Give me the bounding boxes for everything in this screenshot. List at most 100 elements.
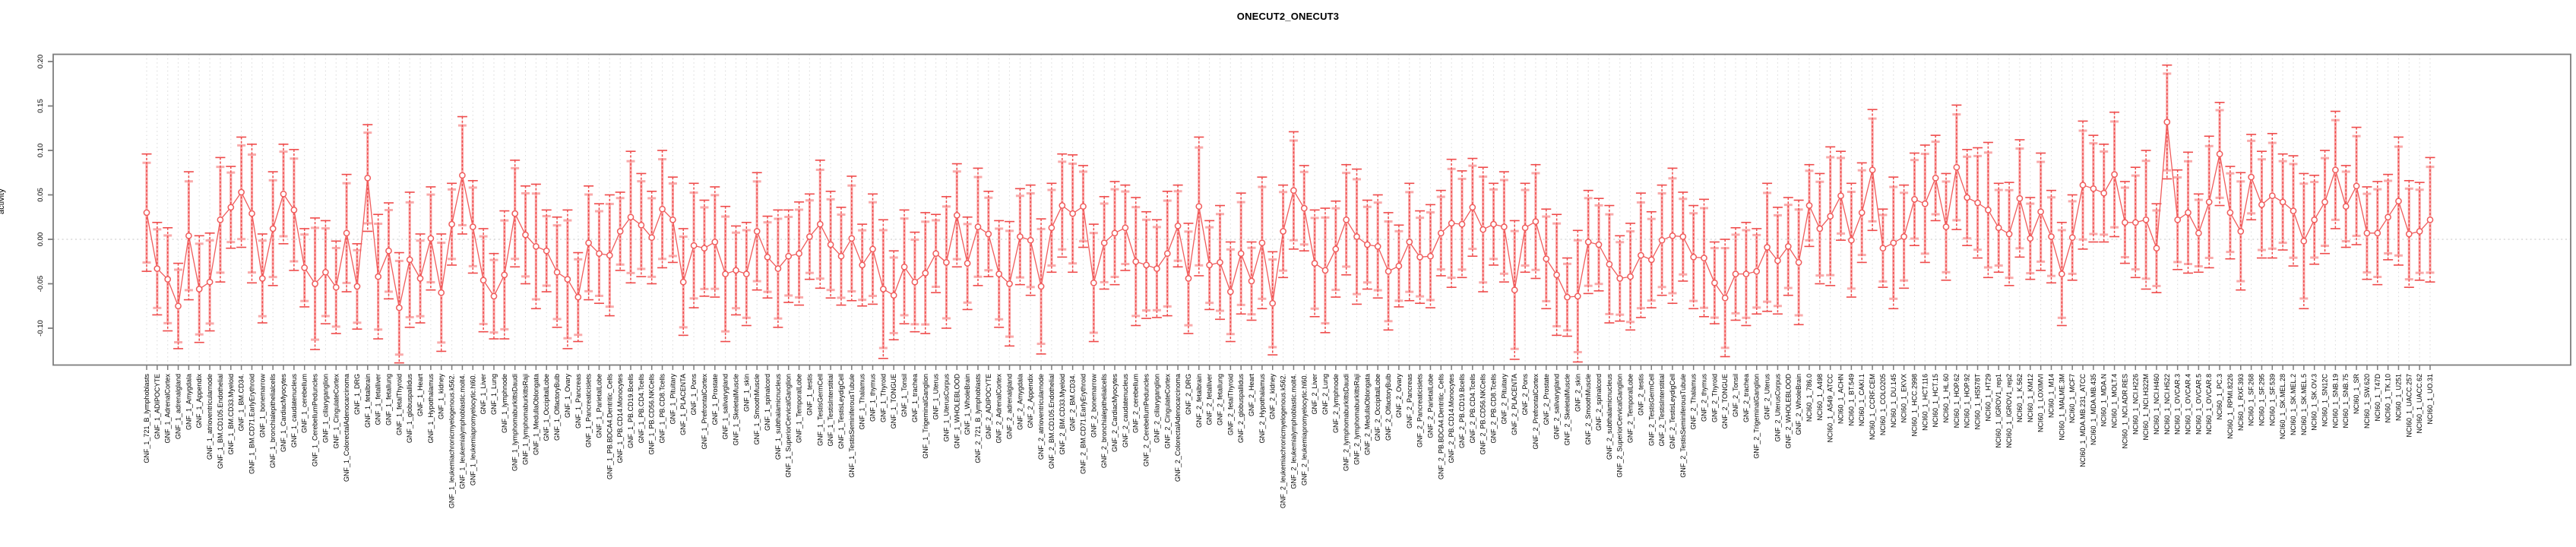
data-point <box>2405 230 2413 238</box>
data-point <box>2332 166 2339 174</box>
data-point <box>1090 279 1097 286</box>
x-category-label: GNF_2_TestisLeydigCell <box>1669 374 1676 449</box>
data-point <box>1805 202 1813 209</box>
x-category-label: GNF_1_fetalThyroid <box>395 374 403 435</box>
data-point <box>1869 166 1876 174</box>
x-category-label: GNF_1_CingulateCortex <box>332 374 340 449</box>
data-point <box>1385 267 1392 275</box>
x-category-label: GNF_1_PLACENTA <box>679 374 687 435</box>
data-point <box>1753 267 1761 275</box>
x-category-label: NCI60_1_SK.OV.3 <box>2311 374 2318 431</box>
x-category-label: GNF_1_lymphnode <box>501 374 508 433</box>
x-category-label: GNF_2_ciliaryganglion <box>1153 374 1160 443</box>
data-point <box>638 221 645 229</box>
x-category-label: NCI60_1_UACC.62 <box>2416 374 2423 434</box>
x-category-label: GNF_1_AdrenalCortex <box>164 374 172 444</box>
data-point <box>1237 250 1245 258</box>
data-point <box>1100 239 1108 247</box>
x-category-label: NCI60_1_HOP.62 <box>1953 374 1960 428</box>
data-point <box>606 251 613 259</box>
x-category-label: GNF_1_BM.CD34. <box>238 374 245 432</box>
x-category-label: GNF_1_atrioventricularnode <box>206 374 214 460</box>
data-point <box>574 293 582 301</box>
data-point <box>1574 292 1581 300</box>
data-point <box>848 235 856 242</box>
x-category-label: GNF_2_OccipitalLobe <box>1374 374 1381 441</box>
data-point <box>522 231 529 239</box>
x-category-label: GNF_2_SkeletalMuscle <box>1563 374 1571 446</box>
x-category-label: GNF_2_TestisGermCell <box>1647 374 1655 446</box>
data-point <box>869 245 876 253</box>
data-point <box>2131 219 2139 226</box>
x-category-label: GNF_2_ColorectalAdenocarcinoma <box>1174 374 1182 482</box>
data-point <box>1163 250 1171 258</box>
x-category-label: NCI60_1_SN12C <box>2321 374 2329 427</box>
data-point <box>2016 194 2024 202</box>
x-category-label: GNF_2_bonemarrow <box>1090 374 1097 438</box>
x-category-label: NCI60_1_MALME.3M <box>2058 374 2065 441</box>
x-category-label: NCI60_1_OVCAR.3 <box>2174 374 2182 435</box>
data-point <box>1280 228 1286 235</box>
plot-frame <box>52 53 2571 366</box>
data-point <box>1921 200 1929 207</box>
data-point <box>1711 279 1718 286</box>
x-category-label: GNF_1_Tonsil <box>900 374 908 417</box>
x-category-label: NCI60_1_A498 <box>1816 374 1824 421</box>
data-point <box>511 210 519 217</box>
x-category-label: GNF_2_DRG <box>1185 374 1192 415</box>
x-category-label: GNF_1_OlfactoryBulb <box>553 374 561 441</box>
data-point <box>880 286 887 292</box>
x-category-label: GNF_1_PB.BDCA4.Dentritic_Cells <box>606 374 613 480</box>
data-point <box>185 232 192 239</box>
data-point <box>1995 224 2002 232</box>
x-category-label: GNF_1_lymphomaburkittsRaji <box>522 374 530 465</box>
data-point <box>2037 208 2044 216</box>
y-tick-label: -0.05 <box>36 276 45 292</box>
x-category-label: GNF_1_Uterus <box>932 374 940 420</box>
x-category-label: GNF_2_globuspallidus <box>1237 374 1245 444</box>
x-category-label: GNF_2_thymus <box>1701 374 1708 422</box>
data-point <box>501 271 508 279</box>
data-point <box>175 302 182 310</box>
data-point <box>722 270 729 277</box>
x-category-label: NCI60_1_EKVX <box>1900 374 1908 423</box>
data-point <box>2374 229 2381 237</box>
data-point <box>943 259 950 266</box>
x-category-label: GNF_1_cerebellum <box>301 374 309 433</box>
data-point <box>1690 254 1698 261</box>
data-point <box>2216 150 2223 158</box>
x-category-label: GNF_1_TestisSeminiferousTubule <box>848 374 856 478</box>
x-category-label: GNF_2_bronchialepithelialcells <box>1100 374 1108 469</box>
x-category-label: NCI60_1_SF.539 <box>2268 374 2276 426</box>
x-category-label: GNF_2_TemporalLobe <box>1627 374 1635 443</box>
x-category-label: NCI60_1_T47D <box>2374 374 2381 422</box>
data-point <box>995 270 1003 277</box>
x-category-label: NCI60_1_U251 <box>2394 374 2402 421</box>
data-point <box>785 252 793 260</box>
x-category-label: GNF_2_Pancreaticislets <box>1416 374 1424 448</box>
data-point <box>1395 262 1403 270</box>
x-category-label: GNF_1_testis <box>805 374 813 416</box>
data-point <box>2185 209 2191 217</box>
x-category-label: GNF_1_PB.CD8.Tcells <box>659 374 666 444</box>
data-point <box>627 213 635 221</box>
data-point <box>2385 213 2391 221</box>
data-point <box>932 250 939 258</box>
data-point <box>1290 187 1297 194</box>
x-category-label: GNF_1_Thyroid <box>879 374 887 422</box>
data-point <box>1048 224 1055 232</box>
x-category-label: GNF_1_Appendix <box>195 374 203 428</box>
data-point <box>1532 218 1540 225</box>
data-point <box>827 241 834 248</box>
data-point <box>1900 233 1907 240</box>
data-point <box>290 207 298 213</box>
data-point <box>1521 224 1529 232</box>
data-point <box>1069 210 1076 217</box>
x-category-label: GNF_2_WHOLEBLOOD <box>1784 374 1792 449</box>
x-category-label: GNF_1_subthalamicnucleus <box>774 374 782 460</box>
x-category-label: NCI60_1_HCT.15 <box>1932 374 1939 428</box>
x-category-label: NCI60_1_UACC.257 <box>2405 374 2413 438</box>
x-category-label: GNF_1_CerebellumPeduncles <box>312 374 319 467</box>
data-point <box>1627 273 1634 280</box>
data-point <box>1964 194 1971 201</box>
